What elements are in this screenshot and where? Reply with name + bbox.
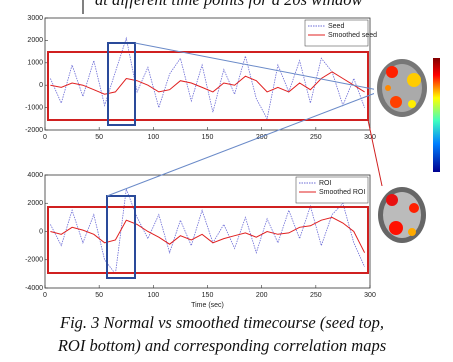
- colorbar: [433, 58, 440, 172]
- brain-map: [374, 186, 430, 244]
- x-tick-label: 250: [310, 292, 322, 299]
- legend-label: ROI: [319, 180, 332, 187]
- y-tick-label: 3000: [27, 15, 43, 22]
- y-tick-label: -1000: [25, 104, 43, 111]
- legend-label: Smoothed ROI: [319, 189, 365, 196]
- y-tick-label: 2000: [27, 200, 43, 207]
- legend-label: Smoothed seed: [328, 32, 377, 39]
- x-tick-label: 200: [256, 292, 268, 299]
- x-tick-label: 250: [310, 134, 322, 141]
- figure: at different time points for a 20s windo…: [0, 0, 453, 362]
- y-tick-label: 2000: [27, 37, 43, 44]
- y-tick-label: -2000: [25, 257, 43, 264]
- x-tick-label: 0: [43, 134, 47, 141]
- y-tick-label: -4000: [25, 285, 43, 292]
- x-tick-label: 50: [95, 134, 103, 141]
- y-tick-label: 0: [39, 228, 43, 235]
- x-tick-label: 150: [202, 134, 214, 141]
- x-axis-label: Time (sec): [191, 302, 224, 309]
- caption-line: Fig. 3 Normal vs smoothed timecourse (se…: [59, 313, 384, 332]
- header-text: at different time points for a 20s windo…: [95, 0, 363, 9]
- x-tick-label: 300: [364, 134, 376, 141]
- y-tick-label: -2000: [25, 127, 43, 134]
- x-tick-label: 100: [147, 134, 159, 141]
- caption-line: ROI bottom) and corresponding correlatio…: [57, 336, 386, 355]
- brain-map: [374, 58, 430, 118]
- x-tick-label: 300: [364, 292, 376, 299]
- x-tick-label: 150: [202, 292, 214, 299]
- x-tick-label: 100: [147, 292, 159, 299]
- x-tick-label: 50: [95, 292, 103, 299]
- legend-label: Seed: [328, 23, 344, 30]
- x-tick-label: 0: [43, 292, 47, 299]
- y-tick-label: 4000: [27, 172, 43, 179]
- y-tick-label: 1000: [27, 60, 43, 67]
- y-tick-label: 0: [39, 82, 43, 89]
